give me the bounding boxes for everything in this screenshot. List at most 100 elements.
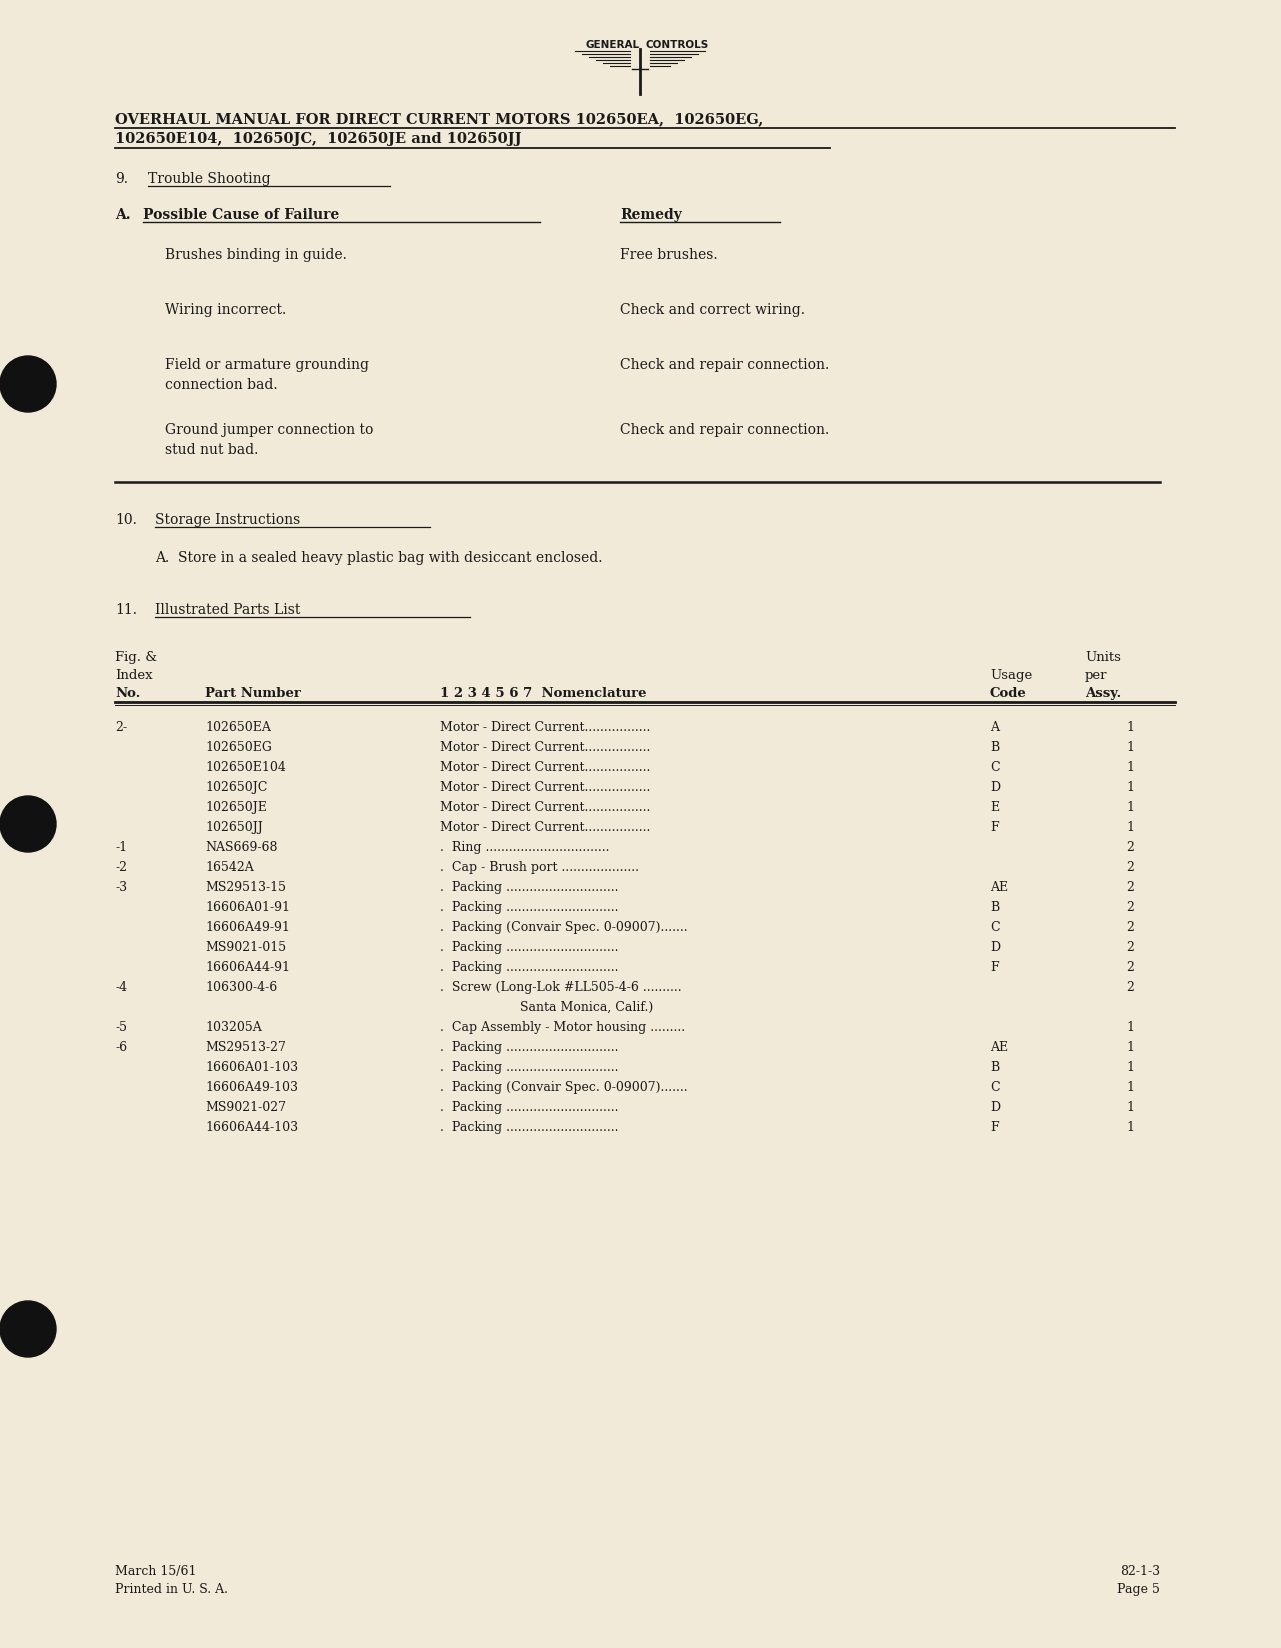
Text: E: E [990,801,999,814]
Circle shape [0,1302,56,1358]
Text: 2: 2 [1126,981,1134,994]
Text: 2: 2 [1126,880,1134,893]
Text: 1: 1 [1126,1101,1134,1114]
Text: Storage Instructions: Storage Instructions [155,513,300,527]
Text: 1: 1 [1126,760,1134,773]
Text: Motor - Direct Current.................: Motor - Direct Current................. [439,821,651,834]
Text: Usage: Usage [990,669,1032,682]
Text: -3: -3 [115,880,127,893]
Text: MS9021-015: MS9021-015 [205,941,286,954]
Text: Illustrated Parts List: Illustrated Parts List [155,603,300,616]
Text: MS9021-027: MS9021-027 [205,1101,286,1114]
Text: .  Packing (Convair Spec. 0-09007).......: . Packing (Convair Spec. 0-09007)....... [439,1081,688,1093]
Text: 9.: 9. [115,171,128,186]
Text: No.: No. [115,687,141,699]
Text: MS29513-15: MS29513-15 [205,880,286,893]
Text: D: D [990,1101,1000,1114]
Text: connection bad.: connection bad. [165,377,278,392]
Text: 106300-4-6: 106300-4-6 [205,981,277,994]
Text: 102650JJ: 102650JJ [205,821,263,834]
Text: Trouble Shooting: Trouble Shooting [149,171,270,186]
Text: 2: 2 [1126,941,1134,954]
Text: 16606A49-91: 16606A49-91 [205,921,290,933]
Text: Remedy: Remedy [620,208,681,222]
Text: 16606A44-103: 16606A44-103 [205,1121,298,1134]
Text: CONTROLS: CONTROLS [646,40,710,49]
Text: F: F [990,821,999,834]
Text: Printed in U. S. A.: Printed in U. S. A. [115,1582,228,1595]
Text: Motor - Direct Current.................: Motor - Direct Current................. [439,740,651,753]
Text: 2: 2 [1126,860,1134,873]
Text: -6: -6 [115,1040,127,1053]
Text: March 15/61: March 15/61 [115,1564,196,1577]
Text: Assy.: Assy. [1085,687,1121,699]
Text: 1: 1 [1126,801,1134,814]
Text: C: C [990,760,999,773]
Text: OVERHAUL MANUAL FOR DIRECT CURRENT MOTORS 102650EA,  102650EG,: OVERHAUL MANUAL FOR DIRECT CURRENT MOTOR… [115,112,763,125]
Text: Check and correct wiring.: Check and correct wiring. [620,303,804,316]
Text: B: B [990,900,999,913]
Text: .  Packing .............................: . Packing ............................. [439,1101,619,1114]
Text: 16606A49-103: 16606A49-103 [205,1081,298,1093]
Text: F: F [990,961,999,974]
Text: 2: 2 [1126,921,1134,933]
Text: .  Cap - Brush port ....................: . Cap - Brush port .................... [439,860,639,873]
Text: Fig. &: Fig. & [115,651,158,664]
Text: Motor - Direct Current.................: Motor - Direct Current................. [439,720,651,733]
Text: .  Packing .............................: . Packing ............................. [439,1060,619,1073]
Text: Motor - Direct Current.................: Motor - Direct Current................. [439,781,651,794]
Text: D: D [990,781,1000,794]
Text: 10.: 10. [115,513,137,527]
Text: 16606A01-91: 16606A01-91 [205,900,290,913]
Text: NAS669-68: NAS669-68 [205,840,278,854]
Text: AE: AE [990,880,1008,893]
Text: 102650EG: 102650EG [205,740,272,753]
Text: 103205A: 103205A [205,1020,261,1033]
Text: .  Packing .............................: . Packing ............................. [439,1040,619,1053]
Text: .  Ring ................................: . Ring ................................ [439,840,610,854]
Circle shape [0,356,56,412]
Text: 2: 2 [1126,840,1134,854]
Text: MS29513-27: MS29513-27 [205,1040,286,1053]
Text: 1: 1 [1126,821,1134,834]
Text: 16542A: 16542A [205,860,254,873]
Text: Check and repair connection.: Check and repair connection. [620,424,829,437]
Text: Motor - Direct Current.................: Motor - Direct Current................. [439,760,651,773]
Text: 102650JC: 102650JC [205,781,268,794]
Text: .  Packing (Convair Spec. 0-09007).......: . Packing (Convair Spec. 0-09007)....... [439,921,688,933]
Text: .  Screw (Long-Lok #LL505-4-6 ..........: . Screw (Long-Lok #LL505-4-6 .......... [439,981,681,994]
Text: 102650JE: 102650JE [205,801,266,814]
Text: 102650EA: 102650EA [205,720,270,733]
Text: Motor - Direct Current.................: Motor - Direct Current................. [439,801,651,814]
Text: Code: Code [990,687,1027,699]
Text: 102650E104: 102650E104 [205,760,286,773]
Text: .  Packing .............................: . Packing ............................. [439,880,619,893]
Text: per: per [1085,669,1108,682]
Text: AE: AE [990,1040,1008,1053]
Text: Part Number: Part Number [205,687,301,699]
Text: 1 2 3 4 5 6 7  Nomenclature: 1 2 3 4 5 6 7 Nomenclature [439,687,647,699]
Text: Units: Units [1085,651,1121,664]
Text: 16606A44-91: 16606A44-91 [205,961,290,974]
Text: 1: 1 [1126,1020,1134,1033]
Text: 1: 1 [1126,781,1134,794]
Text: A.: A. [115,208,131,222]
Text: 1: 1 [1126,1121,1134,1134]
Text: Page 5: Page 5 [1117,1582,1161,1595]
Text: A.  Store in a sealed heavy plastic bag with desiccant enclosed.: A. Store in a sealed heavy plastic bag w… [155,550,602,565]
Text: .  Packing .............................: . Packing ............................. [439,961,619,974]
Text: 2: 2 [1126,900,1134,913]
Text: .  Packing .............................: . Packing ............................. [439,1121,619,1134]
Text: Wiring incorrect.: Wiring incorrect. [165,303,286,316]
Text: F: F [990,1121,999,1134]
Text: -4: -4 [115,981,127,994]
Text: .  Packing .............................: . Packing ............................. [439,900,619,913]
Text: Brushes binding in guide.: Brushes binding in guide. [165,247,347,262]
Text: GENERAL: GENERAL [585,40,640,49]
Text: 2-: 2- [115,720,127,733]
Text: 1: 1 [1126,720,1134,733]
Text: Santa Monica, Calif.): Santa Monica, Calif.) [520,1000,653,1014]
Text: 16606A01-103: 16606A01-103 [205,1060,298,1073]
Text: 1: 1 [1126,1060,1134,1073]
Text: Index: Index [115,669,152,682]
